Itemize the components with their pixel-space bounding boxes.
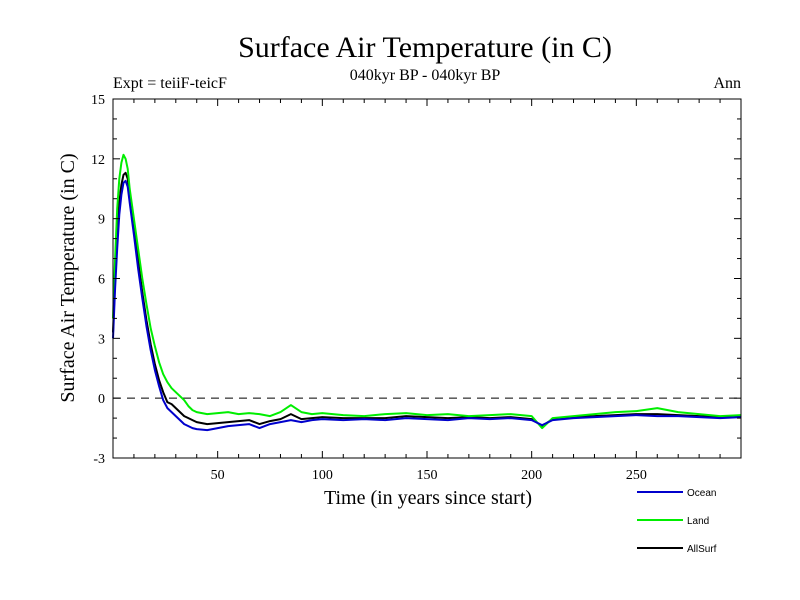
x-tick-label: 200	[521, 468, 542, 483]
y-tick-label: -3	[93, 452, 105, 467]
y-tick-label: 15	[91, 93, 105, 108]
y-axis-label: Surface Air Temperature (in C)	[57, 153, 79, 402]
legend-label-allsurf: AllSurf	[687, 544, 717, 555]
series-line-allsurf	[112, 171, 742, 428]
series-line-ocean	[112, 179, 742, 432]
legend: Ocean Land AllSurf	[637, 488, 717, 555]
chart-subtitle: 040kyr BP - 040kyr BP	[350, 67, 501, 84]
ticks-layer: -3 0 3 6 9 12 15 50 100 150 200 250	[91, 93, 741, 483]
plot-frame	[112, 98, 742, 459]
series-line-land	[112, 153, 742, 430]
season-label: Ann	[713, 75, 741, 92]
legend-label-land: Land	[687, 516, 709, 527]
y-tick-label: 12	[91, 153, 105, 168]
x-axis-label: Time (in years since start)	[324, 487, 532, 509]
y-tick-label: 6	[98, 273, 105, 288]
x-tick-label: 150	[417, 468, 438, 483]
y-tick-label: 0	[98, 392, 105, 407]
x-tick-label: 250	[626, 468, 647, 483]
x-tick-label: 100	[312, 468, 333, 483]
legend-label-ocean: Ocean	[687, 488, 716, 499]
y-tick-label: 9	[98, 213, 105, 228]
x-tick-label: 50	[211, 468, 225, 483]
chart-title: Surface Air Temperature (in C)	[238, 31, 612, 64]
experiment-label: Expt = teiiF-teicF	[113, 75, 227, 92]
series-layer	[112, 153, 742, 432]
y-tick-label: 3	[98, 332, 105, 347]
